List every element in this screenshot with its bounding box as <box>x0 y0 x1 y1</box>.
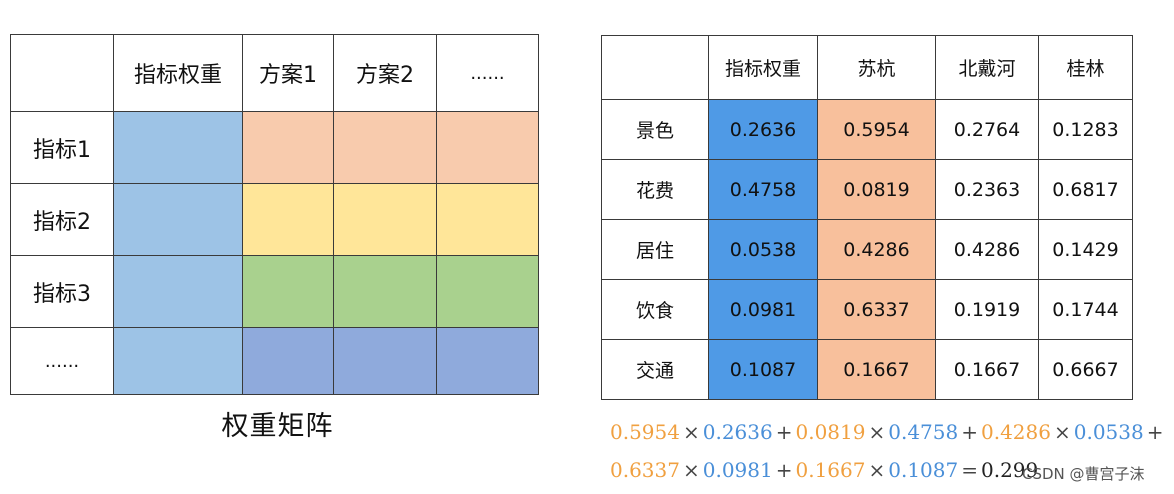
score-cell: 0.2764 <box>935 99 1039 160</box>
matrix-caption: 权重矩阵 <box>221 411 334 442</box>
score-cell: 0.1744 <box>1038 279 1133 340</box>
score-table-corner <box>601 35 709 100</box>
score-row-label: 交通 <box>601 339 709 400</box>
matrix-cell-weight <box>113 183 243 256</box>
formula-factor-b: 0.4758 <box>888 420 959 444</box>
matrix-row-ellipsis: ...... <box>10 327 539 395</box>
score-cell-suhang: 0.0819 <box>817 159 936 220</box>
matrix-header-weight: 指标权重 <box>113 34 243 112</box>
score-cell: 0.6667 <box>1038 339 1133 400</box>
plus-sign: + <box>775 420 793 444</box>
matrix-cell <box>436 183 539 256</box>
matrix-cell <box>436 327 539 395</box>
matrix-row-1: 指标1 <box>10 111 539 184</box>
formula-line-2: 0.6337 × 0.0981 +0.1667 × 0.1087 = 0.299 <box>610 458 1038 482</box>
times-sign: × <box>868 420 886 444</box>
score-table-row: 交通 0.1087 0.1667 0.1667 0.6667 <box>601 339 1133 400</box>
score-table: 指标权重 苏杭 北戴河 桂林 景色 0.2636 0.5954 0.2764 0… <box>601 35 1133 400</box>
score-cell: 0.1283 <box>1038 99 1133 160</box>
matrix-cell-weight <box>113 327 243 395</box>
matrix-corner-cell <box>10 34 114 112</box>
score-cell-suhang: 0.4286 <box>817 219 936 280</box>
score-cell-weight: 0.0538 <box>708 219 818 280</box>
score-cell: 0.6817 <box>1038 159 1133 220</box>
plus-sign: + <box>775 458 793 482</box>
formula-factor-b: 0.2636 <box>702 420 773 444</box>
plus-sign: + <box>961 420 978 444</box>
score-table-header-weight: 指标权重 <box>708 35 818 100</box>
matrix-cell-weight <box>113 111 243 184</box>
times-sign: × <box>682 420 700 444</box>
formula-factor-a: 0.6337 <box>610 458 680 482</box>
formula-factor-b: 0.0538 <box>1073 420 1144 444</box>
matrix-header-option2: 方案2 <box>333 34 437 112</box>
matrix-cell <box>436 111 539 184</box>
formula-factor-a: 0.4286 <box>981 420 1051 444</box>
score-row-label: 饮食 <box>601 279 709 340</box>
score-cell: 0.1429 <box>1038 219 1133 280</box>
matrix-row-label: 指标3 <box>10 255 114 328</box>
matrix-header-ellipsis: ...... <box>436 34 539 112</box>
matrix-cell <box>333 111 437 184</box>
weight-matrix-diagram: 指标权重 方案1 方案2 ...... 指标1 指标2 指标3 ...... <box>10 34 539 395</box>
matrix-cell-weight <box>113 255 243 328</box>
score-table-row: 居住 0.0538 0.4286 0.4286 0.1429 <box>601 219 1133 280</box>
score-cell-weight: 0.1087 <box>708 339 818 400</box>
score-table-row: 花费 0.4758 0.0819 0.2363 0.6817 <box>601 159 1133 220</box>
matrix-cell <box>333 327 437 395</box>
matrix-cell <box>436 255 539 328</box>
score-cell-weight: 0.2636 <box>708 99 818 160</box>
score-cell-suhang: 0.6337 <box>817 279 936 340</box>
score-table-row: 景色 0.2636 0.5954 0.2764 0.1283 <box>601 99 1133 160</box>
score-cell-weight: 0.4758 <box>708 159 818 220</box>
score-table-header-suhang: 苏杭 <box>817 35 936 100</box>
score-cell-suhang: 0.5954 <box>817 99 936 160</box>
times-sign: × <box>1053 420 1071 444</box>
score-cell: 0.4286 <box>935 219 1039 280</box>
matrix-cell <box>242 327 334 395</box>
formula-factor-a: 0.0819 <box>795 420 866 444</box>
matrix-cell <box>242 183 334 256</box>
matrix-row-label: 指标2 <box>10 183 114 256</box>
score-cell: 0.1919 <box>935 279 1039 340</box>
formula-line-1: 0.5954 × 0.2636 +0.0819 × 0.4758 +0.4286 × 0.053… <box>610 420 1167 444</box>
score-row-label: 居住 <box>601 219 709 280</box>
matrix-cell <box>242 255 334 328</box>
matrix-header-option1: 方案1 <box>242 34 334 112</box>
formula-factor-a: 0.1667 <box>795 458 866 482</box>
score-table-header-beidaihe: 北戴河 <box>935 35 1039 100</box>
formula-factor-b: 0.0981 <box>702 458 773 482</box>
score-cell-suhang: 0.1667 <box>817 339 936 400</box>
matrix-cell <box>333 183 437 256</box>
matrix-cell <box>242 111 334 184</box>
formula-factor-b: 0.1087 <box>888 458 959 482</box>
score-cell: 0.1667 <box>935 339 1039 400</box>
score-row-label: 景色 <box>601 99 709 160</box>
matrix-header-row: 指标权重 方案1 方案2 ...... <box>10 34 539 112</box>
matrix-row-3: 指标3 <box>10 255 539 328</box>
plus-sign: + <box>1146 420 1164 444</box>
matrix-row-label: 指标1 <box>10 111 114 184</box>
matrix-row-label: ...... <box>10 327 114 395</box>
score-table-header-row: 指标权重 苏杭 北戴河 桂林 <box>601 35 1133 100</box>
csdn-watermark: CSDN @曹宫子沫 <box>1022 465 1145 483</box>
score-table-row: 饮食 0.0981 0.6337 0.1919 0.1744 <box>601 279 1133 340</box>
score-table-header-guilin: 桂林 <box>1038 35 1133 100</box>
score-row-label: 花费 <box>601 159 709 220</box>
formula-factor-a: 0.5954 <box>610 420 680 444</box>
score-cell-weight: 0.0981 <box>708 279 818 340</box>
equals-sign: = <box>961 458 978 482</box>
times-sign: × <box>868 458 886 482</box>
matrix-cell <box>333 255 437 328</box>
times-sign: × <box>682 458 700 482</box>
score-cell: 0.2363 <box>935 159 1039 220</box>
matrix-row-2: 指标2 <box>10 183 539 256</box>
formula-result: 0.299 <box>981 458 1039 482</box>
